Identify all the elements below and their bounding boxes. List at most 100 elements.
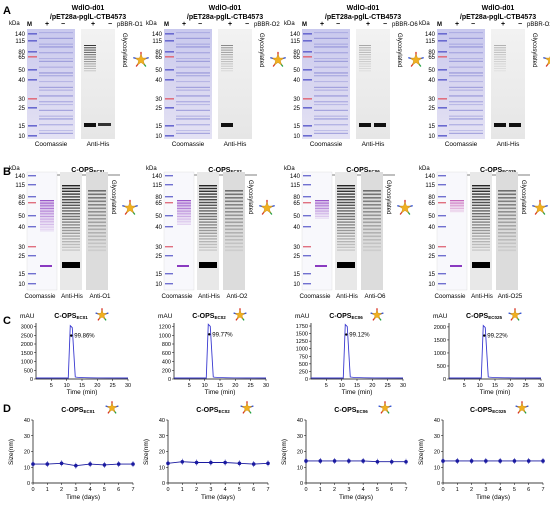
marker-band — [28, 196, 36, 198]
glyco-ladder — [472, 221, 490, 223]
glyco-ladder — [221, 49, 233, 51]
marker-label: 30 — [155, 97, 162, 103]
marker-band — [303, 125, 312, 127]
glyco-ladder — [337, 249, 355, 251]
protein-band — [314, 118, 348, 120]
y-tick-label: 3000 — [21, 325, 33, 331]
protein-band — [449, 95, 483, 97]
glyco-ladder — [498, 221, 516, 224]
size-point — [166, 461, 170, 466]
glyco-ladder — [62, 243, 80, 246]
lane-plus: + — [320, 21, 324, 28]
kda-label: kDa — [419, 21, 430, 27]
glyco-ladder — [62, 215, 80, 218]
y-tick-label: 2500 — [21, 333, 33, 339]
y-tick-label: 20 — [297, 450, 303, 456]
x-axis-label: Time (min) — [205, 389, 236, 396]
marker-label: 25 — [293, 254, 300, 260]
protein-band — [449, 132, 483, 134]
protein-band — [449, 46, 483, 48]
size-point — [512, 459, 517, 463]
glyco-ladder — [225, 197, 243, 199]
chromatogram-trace — [36, 324, 129, 379]
lane-plus: + — [366, 21, 370, 28]
protein-band — [176, 66, 210, 68]
x-axis-label: Time (min) — [67, 389, 98, 396]
y-tick-label: 500 — [24, 368, 33, 374]
marker-band — [438, 98, 447, 100]
hplc-title: C-OPSEC01 — [54, 313, 88, 320]
dls-plot-4: C-OPSEC025 Size(nm) 0 10 20 30 40 0 1 2 3 4 5 6 7 Time … — [418, 401, 545, 501]
protein-band — [177, 224, 191, 225]
size-series-line — [33, 462, 133, 467]
x-tick-label: 4 — [89, 487, 92, 493]
glyco-ladder — [62, 235, 80, 237]
protein-band — [314, 109, 348, 111]
x-tick-label: 3 — [209, 487, 212, 493]
protein-band — [449, 124, 483, 126]
protein-band — [39, 81, 73, 83]
x-tick-label: 2 — [333, 487, 336, 493]
glyco-ladder — [498, 225, 516, 227]
size-point — [361, 459, 365, 463]
y-tick-label: 200 — [162, 368, 171, 374]
lane-minus: − — [518, 21, 522, 28]
y-tick-label: 400 — [162, 360, 171, 366]
glyco-ladder — [62, 190, 80, 192]
panel-b: C-OPSEC01kDa1401158065504030251510Glycos… — [9, 166, 548, 300]
protein-band — [315, 265, 327, 267]
x-axis-label: Time (min) — [480, 389, 511, 396]
glycan-icon — [378, 401, 392, 414]
glyco-ladder — [221, 68, 233, 69]
glyco-ladder — [498, 228, 516, 231]
marker-label: 40 — [18, 225, 25, 231]
coomassie-label: Coomassie — [300, 293, 332, 300]
y-tick-label: 1250 — [296, 339, 308, 345]
glyco-ladder — [199, 215, 217, 218]
protein-band — [39, 124, 73, 126]
marker-label: 25 — [18, 106, 25, 112]
glyco-ladder — [84, 58, 96, 60]
protein-band — [40, 200, 54, 201]
anti-his-blot — [491, 29, 525, 139]
glyco-ladder — [88, 239, 106, 241]
size-series-line — [167, 461, 269, 465]
x-tick-label: 20 — [232, 383, 238, 389]
y-tick-label: 1500 — [296, 332, 308, 338]
glycan-star — [398, 201, 412, 214]
marker-label: 25 — [155, 254, 162, 260]
glyco-ladder — [498, 218, 516, 220]
protein-band — [314, 130, 348, 132]
glyco-ladder — [472, 232, 490, 234]
glyco-ladder — [363, 228, 381, 231]
y-tick-label: 0 — [437, 481, 440, 487]
glyco-ladder — [199, 249, 217, 251]
y-tick-label: 1000 — [434, 351, 446, 357]
glyco-ladder — [199, 207, 217, 209]
marker-label: 25 — [428, 254, 435, 260]
glycosylated-label: Glycosylated — [385, 180, 391, 214]
marker-label: 10 — [155, 134, 162, 140]
glyco-ladder — [88, 249, 106, 252]
y-tick-label: 10 — [297, 465, 303, 471]
purity-label: 99.12% — [349, 333, 370, 339]
x-tick-label: 6 — [527, 487, 530, 493]
x-tick-label: 5 — [463, 383, 466, 389]
marker-label: 65 — [155, 201, 162, 207]
glyco-ladder — [199, 232, 217, 234]
size-point — [59, 461, 64, 466]
lane-plus: + — [455, 21, 459, 28]
glyco-ladder — [221, 58, 233, 60]
blot-band — [494, 123, 506, 127]
marker-label: 15 — [293, 124, 300, 130]
anti-his-label: Anti-His — [87, 141, 111, 148]
marker-band — [165, 125, 174, 127]
glyco-ladder — [472, 213, 490, 215]
protein-band — [314, 124, 348, 126]
protein-band — [39, 75, 73, 77]
glycan-star — [123, 201, 137, 214]
size-point — [526, 459, 531, 463]
size-point — [304, 459, 308, 463]
anti-o-blot — [223, 172, 245, 290]
glyco-ladder — [62, 227, 80, 229]
